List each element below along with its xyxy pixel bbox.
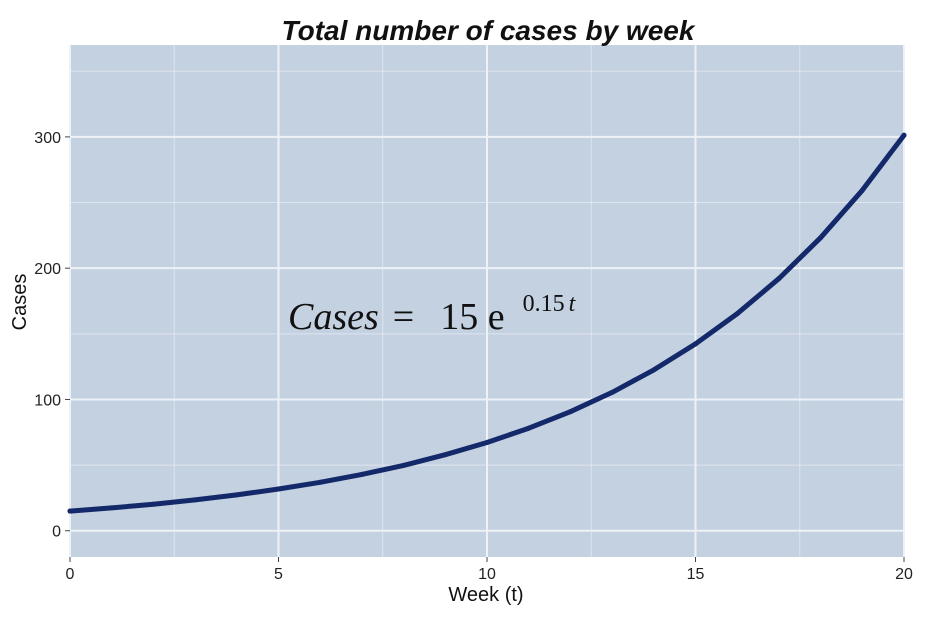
series-layer [67,132,907,514]
data-point [401,462,407,468]
y-axis-ticks: 0 100 200 300 [34,130,70,541]
x-tick-label: 10 [478,566,496,583]
equation-annotation: Cases = 15 e 0.15 t [288,291,577,338]
major-gridlines [69,45,905,557]
x-tick-label: 0 [66,566,75,583]
data-point [651,367,657,373]
x-axis-label: Week (t) [448,584,523,606]
data-point [67,508,73,514]
x-tick-label: 20 [895,566,913,583]
data-point [693,341,698,347]
equation-equals: = [393,296,414,338]
y-tick-label: 0 [52,524,61,541]
data-point [234,492,240,498]
data-point [442,452,448,458]
data-point [734,311,740,317]
x-tick-label: 5 [274,566,283,583]
y-axis-label: Cases [9,274,31,331]
data-point [901,132,907,138]
data-point [526,425,532,431]
data-point [567,409,573,415]
equation-coefficient: 15 e [440,296,504,338]
data-point [150,501,156,507]
equation-exponent-number: 0.15 [523,291,565,317]
x-tick-label: 15 [687,566,705,583]
equation-exponent-var: t [569,291,577,317]
data-point [109,505,115,511]
data-point [859,187,865,193]
y-tick-label: 200 [34,261,61,278]
data-point [776,276,782,282]
data-point [317,479,323,485]
data-point [484,440,490,446]
data-point [192,497,198,503]
y-tick-label: 300 [34,130,61,147]
y-tick-label: 100 [34,392,61,409]
chart-title: Total number of cases by week [282,15,696,46]
data-point [359,471,365,477]
data-point [818,235,824,241]
data-point [276,486,281,492]
x-axis-ticks: 0 5 10 15 20 [66,557,913,583]
data-point [609,389,615,395]
equation-lhs: Cases [288,296,379,338]
